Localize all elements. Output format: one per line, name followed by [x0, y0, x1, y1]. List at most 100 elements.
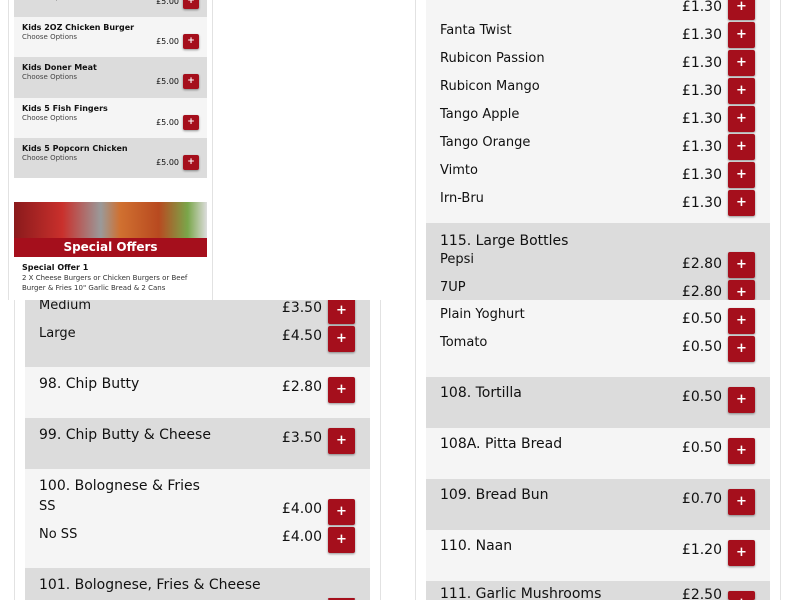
add-to-cart-button[interactable]: +	[328, 377, 355, 403]
add-to-cart-button[interactable]: +	[183, 115, 199, 130]
item-price: £2.80	[681, 284, 722, 300]
option-name: Tango Orange	[440, 135, 531, 150]
add-to-cart-button[interactable]: +	[728, 190, 755, 216]
menu-item-row	[426, 581, 770, 600]
item-name: Kids 5 Popcorn Chicken	[22, 144, 128, 153]
item-price: £1.20	[681, 542, 722, 558]
special-offers-image	[14, 202, 207, 238]
item-options-link: Choose Options	[22, 154, 78, 162]
add-to-cart-button[interactable]: +	[728, 0, 755, 20]
add-to-cart-button[interactable]: +	[328, 499, 355, 525]
menu-item-row: Choose Options £5.00 +	[14, 0, 207, 17]
item-options-link: Choose Options	[22, 33, 78, 41]
item-price: £5.00	[156, 158, 179, 167]
item-title: 108A. Pitta Bread	[440, 436, 563, 452]
menu-item-row	[25, 418, 370, 469]
item-title: 109. Bread Bun	[440, 487, 549, 503]
item-title: 110. Naan	[440, 538, 513, 554]
item-title: 98. Chip Butty	[39, 376, 140, 392]
add-to-cart-button[interactable]: +	[183, 74, 199, 89]
item-title: 100. Bolognese & Fries	[39, 478, 200, 494]
add-to-cart-button[interactable]: +	[728, 22, 755, 48]
menu-item-row	[426, 300, 770, 377]
item-price: £0.70	[681, 491, 722, 507]
add-to-cart-button[interactable]: +	[728, 540, 755, 566]
item-title: 99. Chip Butty & Cheese	[39, 427, 211, 443]
menu-item-row	[25, 367, 370, 418]
item-price: £3.50	[281, 300, 322, 316]
add-to-cart-button[interactable]: +	[728, 50, 755, 76]
option-name: Medium	[39, 300, 91, 313]
option-name: Pepsi	[440, 252, 475, 267]
add-to-cart-button[interactable]: +	[728, 438, 755, 464]
add-to-cart-button[interactable]: +	[728, 591, 755, 600]
menu-item-row	[426, 223, 770, 300]
add-to-cart-button[interactable]: +	[328, 428, 355, 454]
item-price: £5.00	[156, 77, 179, 86]
menu-item-row	[426, 377, 770, 428]
option-name: Large	[39, 326, 76, 341]
option-name: Irn-Bru	[440, 191, 484, 206]
menu-item-row	[25, 568, 370, 600]
item-price: £0.50	[681, 440, 722, 456]
menu-item-row: Kids 5 Fish Fingers Choose Options £5.00 +	[14, 98, 207, 138]
item-name: Kids Doner Meat	[22, 63, 97, 72]
add-to-cart-button[interactable]: +	[728, 252, 755, 278]
add-to-cart-button[interactable]: +	[183, 34, 199, 49]
add-to-cart-button[interactable]: +	[328, 598, 355, 600]
item-name: Kids 2OZ Chicken Burger	[22, 23, 135, 32]
menu-item-row: Kids Doner Meat Choose Options £5.00 +	[14, 57, 207, 98]
special-offers-banner: Special Offers	[14, 238, 207, 257]
option-name: Rubicon Passion	[440, 51, 545, 66]
menu-item-row	[25, 469, 370, 568]
item-price: £5.00	[156, 0, 179, 6]
add-to-cart-button[interactable]: +	[728, 134, 755, 160]
add-to-cart-button[interactable]: +	[728, 162, 755, 188]
option-name: Tango Apple	[440, 107, 520, 122]
item-options-link: Choose Options	[22, 73, 78, 81]
item-price: £1.30	[681, 167, 722, 183]
add-to-cart-button[interactable]: +	[183, 0, 199, 9]
item-price: £1.30	[681, 195, 722, 211]
add-to-cart-button[interactable]: +	[183, 155, 199, 170]
menu-item-row	[426, 428, 770, 479]
add-to-cart-button[interactable]: +	[328, 300, 355, 324]
item-price: £0.50	[681, 389, 722, 405]
sides-menu-panel: + Plain Yoghurt £0.50 + Tomato £0.50 +108. Tor…	[415, 300, 781, 600]
item-price: £3.50	[281, 430, 322, 446]
item-price: £4.00	[281, 501, 322, 517]
item-price: £2.80	[281, 379, 322, 395]
item-price: £0.50	[681, 311, 722, 327]
option-name: Fanta Twist	[440, 23, 512, 38]
option-name: SS	[39, 499, 56, 514]
menu-item-row: Kids 2OZ Chicken Burger Choose Options £5.…	[14, 17, 207, 57]
item-price: £1.30	[681, 55, 722, 71]
menu-item-row	[426, 0, 770, 223]
add-to-cart-button[interactable]: +	[728, 280, 755, 300]
option-name: Tomato	[440, 335, 488, 350]
add-to-cart-button[interactable]: +	[728, 489, 755, 515]
option-name: 7UP	[440, 280, 466, 295]
item-price: £2.80	[681, 256, 722, 272]
item-price: £1.30	[681, 0, 722, 15]
item-price: £1.30	[681, 111, 722, 127]
item-price: £0.50	[681, 339, 722, 355]
add-to-cart-button[interactable]: +	[728, 336, 755, 362]
add-to-cart-button[interactable]: +	[728, 78, 755, 104]
item-options-link: Choose Options	[22, 114, 78, 122]
item-price: £4.50	[281, 328, 322, 344]
option-name: No SS	[39, 527, 78, 542]
add-to-cart-button[interactable]: +	[728, 308, 755, 334]
add-to-cart-button[interactable]: +	[728, 387, 755, 413]
offer-description: 2 X Cheese Burgers or Chicken Burgers or…	[22, 274, 188, 292]
add-to-cart-button[interactable]: +	[328, 326, 355, 352]
add-to-cart-button[interactable]: +	[728, 106, 755, 132]
option-name: Vimto	[440, 163, 478, 178]
item-name: Kids 5 Fish Fingers	[22, 104, 108, 113]
option-name: Rubicon Mango	[440, 79, 540, 94]
add-to-cart-button[interactable]: +	[328, 527, 355, 553]
offer-title: Special Offer 1	[22, 263, 89, 272]
drinks-menu-panel: £1.30 + Fanta Twist £1.30 + Rubicon Passion £1…	[415, 0, 781, 300]
item-options-link: Choose Options	[22, 0, 77, 1]
item-price: £5.00	[156, 118, 179, 127]
